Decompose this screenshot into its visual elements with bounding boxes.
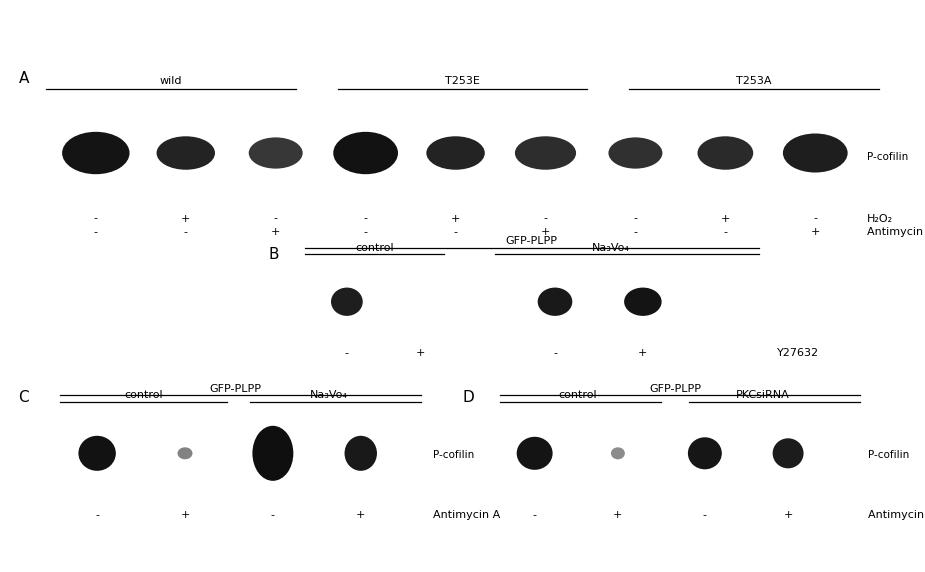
Text: -: - [533,510,536,520]
Text: -: - [93,213,98,224]
Text: -: - [345,348,349,359]
Text: B: B [268,247,278,262]
Text: +: + [721,213,730,224]
Text: -: - [274,213,278,224]
Text: control: control [355,243,394,253]
Text: +: + [783,510,793,520]
Text: GFP-PLPP: GFP-PLPP [506,236,558,246]
Text: +: + [356,510,365,520]
Text: control: control [559,391,598,400]
Text: Y27632: Y27632 [777,348,820,359]
Text: Antimycin A: Antimycin A [868,510,925,520]
Text: H₂O₂: H₂O₂ [867,213,893,224]
Text: -: - [95,510,99,520]
Text: +: + [450,213,461,224]
Ellipse shape [156,136,215,170]
Ellipse shape [344,436,377,471]
Ellipse shape [426,136,485,170]
Text: A: A [18,72,29,86]
Text: PKCsiRNA: PKCsiRNA [736,391,790,400]
Text: +: + [180,510,190,520]
Text: -: - [453,227,458,237]
Ellipse shape [772,438,804,468]
Text: -: - [813,213,818,224]
Text: GFP-PLPP: GFP-PLPP [649,384,701,394]
Text: T253A: T253A [736,76,771,86]
Text: -: - [364,227,367,237]
Ellipse shape [62,132,130,174]
Text: Na₃Vo₄: Na₃Vo₄ [592,243,629,253]
Text: GFP-PLPP: GFP-PLPP [210,384,262,394]
Text: C: C [18,390,29,405]
Text: +: + [181,213,191,224]
Ellipse shape [249,137,302,169]
Ellipse shape [253,426,293,481]
Text: -: - [93,227,98,237]
Ellipse shape [609,137,662,169]
Text: -: - [553,348,557,359]
Text: -: - [364,213,367,224]
Text: T253E: T253E [445,76,480,86]
Text: -: - [723,227,727,237]
Text: -: - [544,213,548,224]
Ellipse shape [624,288,661,316]
Text: -: - [271,510,275,520]
Text: +: + [416,348,426,359]
Ellipse shape [79,436,116,471]
Text: -: - [703,510,707,520]
Text: +: + [638,348,648,359]
Text: +: + [271,227,280,237]
Ellipse shape [331,288,363,316]
Ellipse shape [333,132,398,174]
Text: P-cofilin: P-cofilin [868,450,909,460]
Text: -: - [184,227,188,237]
Text: -: - [634,213,637,224]
Ellipse shape [688,437,722,469]
Text: +: + [541,227,550,237]
Text: -: - [634,227,637,237]
Text: control: control [124,391,163,400]
Text: P-cofilin: P-cofilin [433,450,475,460]
Ellipse shape [783,133,847,173]
Ellipse shape [515,136,576,170]
Text: wild: wild [160,76,182,86]
Text: +: + [613,510,623,520]
Text: P-cofilin: P-cofilin [867,152,908,162]
Ellipse shape [697,136,753,170]
Text: Antimycin A: Antimycin A [433,510,500,520]
Text: D: D [462,390,475,405]
Ellipse shape [537,288,573,316]
Ellipse shape [517,437,552,470]
Text: +: + [810,227,820,237]
Text: Na₃Vo₄: Na₃Vo₄ [310,391,347,400]
Ellipse shape [178,447,192,459]
Text: Antimycin A: Antimycin A [867,227,925,237]
Ellipse shape [610,447,625,459]
